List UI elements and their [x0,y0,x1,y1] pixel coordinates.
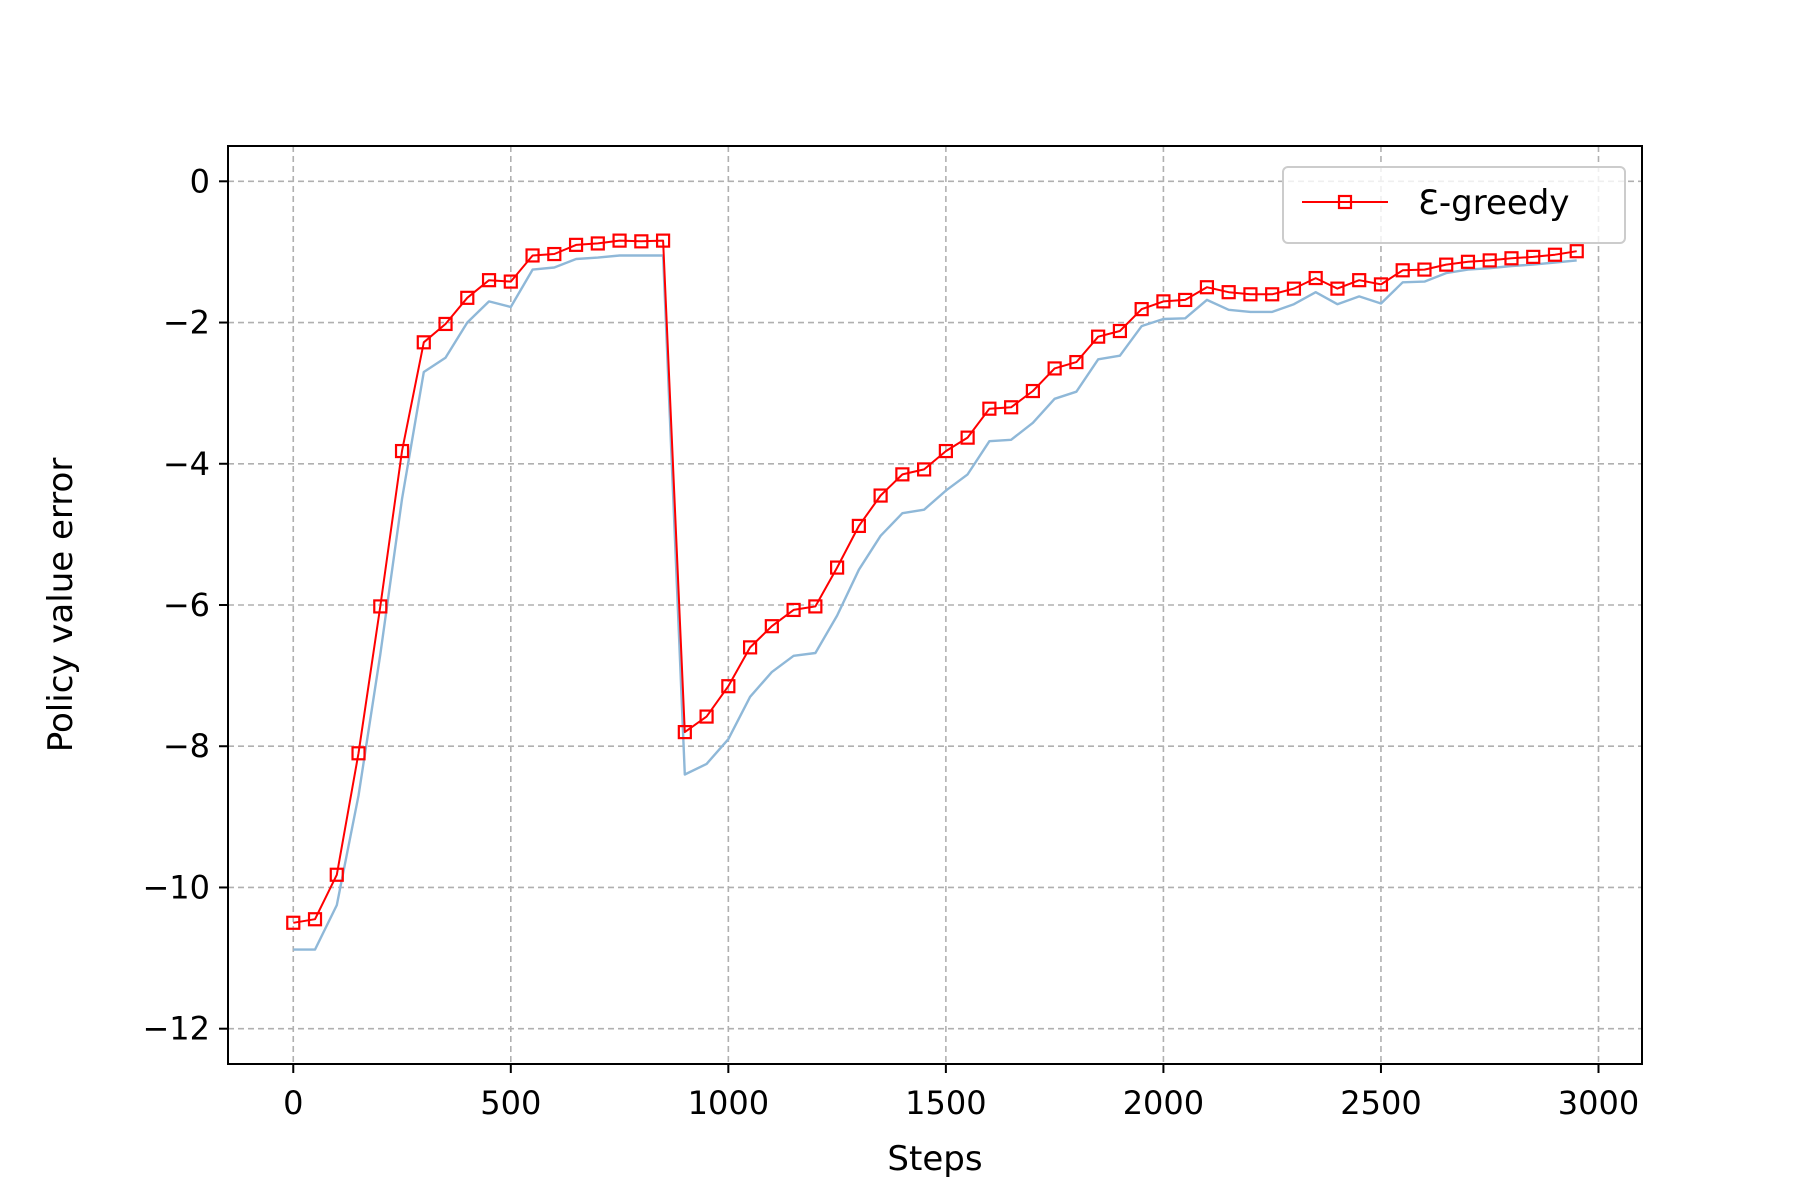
data-point [1069,354,1084,370]
data-point [1112,323,1128,339]
series-line-0 [293,239,1577,924]
data-point [329,867,344,882]
x-tick-label: 500 [480,1084,541,1122]
data-point [416,335,431,350]
data-point [1504,251,1519,266]
x-tick-label: 1500 [905,1084,986,1122]
data-point [1460,254,1476,269]
y-tick-label: −6 [163,586,210,624]
data-point [1569,244,1584,259]
data-point [568,237,584,252]
x-tick-label: 1000 [688,1084,769,1122]
grid [228,146,1642,1064]
data-point [438,316,453,332]
data-point [895,467,910,482]
x-tick-label: 0 [283,1084,303,1122]
series-group [286,233,1584,951]
legend: Ɛ-greedy [1282,166,1626,244]
y-tick-label: −2 [163,304,210,342]
data-point [1286,281,1302,296]
data-point [460,290,475,305]
data-point [1373,277,1389,292]
data-point [1330,281,1345,296]
data-point [634,234,649,249]
data-point [960,430,975,445]
data-point [503,274,518,289]
y-tick-label: −12 [142,1010,210,1048]
data-point [307,912,323,927]
data-point [1025,383,1040,399]
y-tick-label: 0 [190,162,210,200]
data-point [721,679,736,694]
data-point [481,273,497,288]
y-axis-label: Policy value error [41,458,81,753]
data-point [351,746,366,761]
data-point [1091,329,1106,344]
data-point [286,915,301,930]
data-point [1547,247,1563,262]
data-point [373,599,388,614]
data-point [655,233,671,248]
x-tick-label: 3000 [1558,1084,1639,1122]
data-point [786,602,801,618]
data-point [1417,262,1432,277]
data-point [1439,257,1454,272]
data-point [1308,270,1323,286]
data-point [547,246,562,262]
data-point [742,640,758,655]
data-point [1265,287,1280,302]
data-point [764,619,779,634]
x-tick-label: 2500 [1340,1084,1421,1122]
data-point [938,443,953,459]
data-point [1395,263,1410,278]
data-point [1178,292,1193,308]
data-point [808,599,823,614]
data-point [1482,253,1497,268]
legend-box [1282,166,1626,244]
data-point [1221,285,1236,300]
data-point [917,462,932,477]
data-point [1156,294,1171,309]
data-point [1199,280,1215,295]
data-point [1243,287,1258,302]
data-point [699,709,714,724]
x-tick-label: 2000 [1123,1084,1204,1122]
y-tick-label: −8 [163,727,210,765]
data-point [1004,400,1019,415]
data-point [677,725,692,740]
axis-ticks: 0 500 1000 1500 2000 2500 3000 0 −2 −4 −6 −8 −10 −12 [142,162,1639,1122]
series-line-1 [293,254,1577,951]
data-point [1352,273,1367,288]
legend-marker-sample [1337,194,1353,210]
data-point [830,560,845,575]
data-point [1526,249,1541,264]
data-point [590,236,605,251]
y-tick-label: −4 [163,445,210,483]
data-point [1134,302,1149,317]
data-point [873,488,888,503]
legend-label: Ɛ-greedy [1418,183,1570,223]
data-point [394,443,410,459]
y-tick-label: −10 [142,868,210,906]
data-point [612,233,627,248]
data-point [982,401,997,416]
data-point [525,248,540,263]
data-point [851,518,866,534]
x-axis-label: Steps [887,1139,982,1179]
data-point [1047,361,1062,376]
